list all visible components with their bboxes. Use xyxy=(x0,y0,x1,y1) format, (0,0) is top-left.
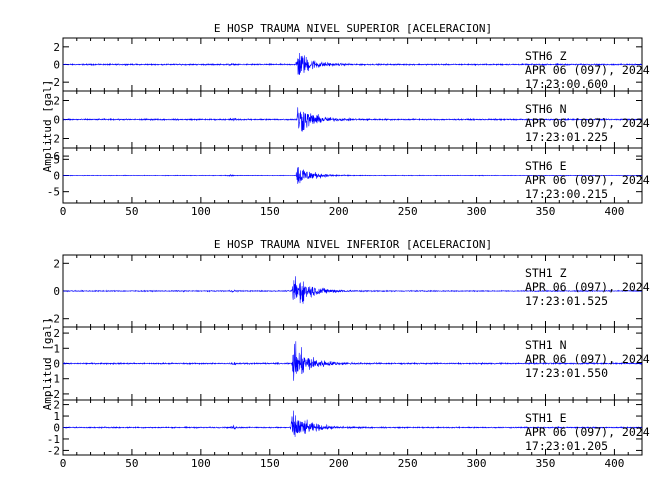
y-tick-label: 1 xyxy=(53,342,60,355)
waveform-line xyxy=(62,53,643,75)
chart-title: E HOSP TRAUMA NIVEL INFERIOR [ACELERACIO… xyxy=(214,238,492,251)
x-tick-label: 200 xyxy=(329,205,349,218)
x-tick-label: 300 xyxy=(467,457,487,470)
y-tick-label: 6 xyxy=(53,150,60,163)
x-tick-label: 50 xyxy=(125,205,138,218)
date-label: APR 06 (097), 2024 xyxy=(525,425,650,439)
waveform-line xyxy=(62,107,643,132)
y-tick-label: 0 xyxy=(53,170,60,183)
x-tick-label: 0 xyxy=(60,457,67,470)
x-tick-label: 400 xyxy=(604,205,624,218)
time-label: 17:23:01.550 xyxy=(525,366,608,380)
y-tick-label: 0 xyxy=(53,358,60,371)
time-label: 17:23:01.525 xyxy=(525,294,608,308)
lower-level-chart: E HOSP TRAUMA NIVEL INFERIOR [ACELERACIO… xyxy=(41,238,650,470)
x-tick-label: 0 xyxy=(60,205,67,218)
y-tick-label: -2 xyxy=(47,313,60,326)
y-tick-label: 0 xyxy=(53,114,60,127)
station-label: STH6 Z xyxy=(525,49,567,63)
y-axis-label: Amplitud [gal] xyxy=(41,318,54,411)
upper-level-chart: E HOSP TRAUMA NIVEL SUPERIOR [ACELERACIO… xyxy=(41,22,650,218)
station-label: STH1 N xyxy=(525,338,567,352)
waveform-line xyxy=(62,341,643,381)
x-tick-label: 350 xyxy=(536,457,556,470)
date-label: APR 06 (097), 2024 xyxy=(525,173,650,187)
y-tick-label: 0 xyxy=(53,59,60,72)
y-tick-label: -2 xyxy=(47,444,60,457)
time-label: 17:23:01.225 xyxy=(525,130,608,144)
x-tick-label: 200 xyxy=(329,457,349,470)
x-tick-label: 100 xyxy=(191,457,211,470)
station-label: STH1 E xyxy=(525,411,567,425)
station-label: STH6 N xyxy=(525,102,567,116)
y-tick-label: 2 xyxy=(53,95,60,108)
y-tick-label: 2 xyxy=(53,257,60,270)
date-label: APR 06 (097), 2024 xyxy=(525,280,650,294)
x-tick-label: 100 xyxy=(191,205,211,218)
y-axis-label: Amplitud [gal] xyxy=(41,80,54,173)
y-tick-label: -2 xyxy=(47,388,60,401)
y-tick-label: -2 xyxy=(47,76,60,89)
date-label: APR 06 (097), 2024 xyxy=(525,116,650,130)
y-tick-label: -5 xyxy=(47,186,60,199)
x-tick-label: 250 xyxy=(398,205,418,218)
y-tick-label: -1 xyxy=(47,373,60,386)
y-tick-label: -1 xyxy=(47,433,60,446)
waveform-line xyxy=(62,167,643,184)
y-tick-label: -2 xyxy=(47,133,60,146)
chart-title: E HOSP TRAUMA NIVEL SUPERIOR [ACELERACIO… xyxy=(214,22,492,35)
y-tick-label: 2 xyxy=(53,327,60,340)
waveform-line xyxy=(62,276,643,304)
x-tick-label: 250 xyxy=(398,457,418,470)
waveform-line xyxy=(62,410,643,437)
time-label: 17:23:00.600 xyxy=(525,77,608,91)
y-tick-label: 0 xyxy=(53,422,60,435)
x-tick-label: 300 xyxy=(467,205,487,218)
station-label: STH6 E xyxy=(525,159,567,173)
time-label: 17:23:01.205 xyxy=(525,439,608,453)
y-tick-label: 1 xyxy=(53,410,60,423)
station-label: STH1 Z xyxy=(525,266,567,280)
y-tick-label: 2 xyxy=(53,399,60,412)
x-tick-label: 150 xyxy=(260,457,280,470)
time-label: 17:23:00.215 xyxy=(525,187,608,201)
x-tick-label: 350 xyxy=(536,205,556,218)
date-label: APR 06 (097), 2024 xyxy=(525,352,650,366)
y-tick-label: 5 xyxy=(53,153,60,166)
x-tick-label: 400 xyxy=(604,457,624,470)
y-tick-label: 2 xyxy=(53,41,60,54)
x-tick-label: 150 xyxy=(260,205,280,218)
x-tick-label: 50 xyxy=(125,457,138,470)
y-tick-label: 0 xyxy=(53,285,60,298)
date-label: APR 06 (097), 2024 xyxy=(525,63,650,77)
